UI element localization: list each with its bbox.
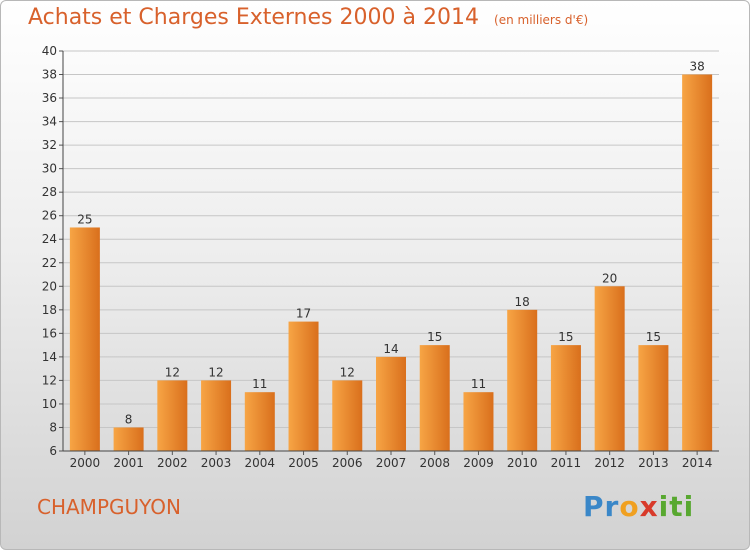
y-tick-label: 34 bbox=[42, 115, 57, 129]
logo-letter: t bbox=[669, 490, 684, 523]
x-tick-label-2014: 2014 bbox=[682, 456, 713, 470]
y-tick-label: 28 bbox=[42, 185, 57, 199]
axis-layer: 6 8 10 12 14 16 18 20 22 24 26 28 30 32 34 36 38 40 2000 20… bbox=[42, 44, 719, 470]
data-label-2013: 15 bbox=[646, 330, 661, 344]
y-tick-label: 14 bbox=[42, 350, 57, 364]
y-tick-label: 20 bbox=[42, 279, 57, 293]
y-tick-label: 40 bbox=[42, 44, 57, 58]
proxiti-logo: Proxiti bbox=[583, 490, 694, 523]
data-label-2005: 17 bbox=[296, 307, 311, 321]
data-label-2007: 14 bbox=[383, 342, 398, 356]
data-label-2010: 18 bbox=[515, 295, 530, 309]
x-tick-label-2007: 2007 bbox=[376, 456, 407, 470]
bar-2000 bbox=[69, 227, 100, 451]
data-label-2001: 8 bbox=[125, 412, 133, 426]
data-label-2004: 11 bbox=[252, 377, 267, 391]
y-tick-label: 24 bbox=[42, 232, 57, 246]
x-tick-label-2003: 2003 bbox=[201, 456, 232, 470]
data-label-2000: 25 bbox=[77, 212, 92, 226]
commune-name: CHAMPGUYON bbox=[37, 495, 181, 519]
x-tick-label-2004: 2004 bbox=[245, 456, 276, 470]
data-label-2006: 12 bbox=[340, 365, 355, 379]
bar-2008 bbox=[419, 345, 450, 451]
y-tick-label: 32 bbox=[42, 138, 57, 152]
data-label-2014: 38 bbox=[689, 60, 704, 74]
bar-2004 bbox=[244, 392, 275, 451]
data-label-2003: 12 bbox=[208, 365, 223, 379]
logo-letter: r bbox=[604, 490, 620, 523]
y-tick-label: 36 bbox=[42, 91, 57, 105]
bar-2007 bbox=[376, 356, 406, 451]
logo-letter: i bbox=[683, 490, 695, 523]
logo-letter: P bbox=[583, 490, 605, 523]
bar-2012 bbox=[594, 286, 625, 451]
y-tick-label: 12 bbox=[42, 373, 57, 387]
y-tick-label: 8 bbox=[49, 420, 57, 434]
bar-2011 bbox=[550, 345, 581, 451]
data-label-2008: 15 bbox=[427, 330, 442, 344]
x-tick-label-2006: 2006 bbox=[332, 456, 363, 470]
y-tick-label: 10 bbox=[42, 397, 57, 411]
logo-letter: o bbox=[619, 490, 640, 523]
chart-title-text: Achats et Charges Externes 2000 à 2014 bbox=[28, 5, 479, 30]
logo-letter: x bbox=[639, 490, 659, 523]
x-tick-label-2005: 2005 bbox=[288, 456, 319, 470]
y-tick-label: 30 bbox=[42, 162, 57, 176]
data-label-2009: 11 bbox=[471, 377, 486, 391]
chart-unit-note: (en milliers d'€) bbox=[494, 13, 589, 27]
x-tick-label-2013: 2013 bbox=[638, 456, 669, 470]
y-tick-label: 16 bbox=[42, 326, 57, 340]
x-tick-label-2002: 2002 bbox=[157, 456, 188, 470]
bar-2009 bbox=[463, 392, 494, 451]
y-tick-label: 26 bbox=[42, 209, 57, 223]
x-tick-label-2011: 2011 bbox=[551, 456, 582, 470]
y-tick-label: 22 bbox=[42, 256, 57, 270]
bars-layer: 25 8 12 12 11 17 12 14 15 11 18 15 20 15 38 bbox=[69, 60, 713, 451]
chart-title: Achats et Charges Externes 2000 à 2014 (… bbox=[28, 5, 588, 30]
bar-2002 bbox=[157, 380, 188, 451]
x-tick-label-2000: 2000 bbox=[70, 456, 101, 470]
logo-letter: i bbox=[658, 490, 670, 523]
x-tick-label-2001: 2001 bbox=[113, 456, 144, 470]
data-label-2002: 12 bbox=[165, 365, 180, 379]
x-tick-label-2012: 2012 bbox=[594, 456, 625, 470]
bar-2005 bbox=[288, 321, 319, 451]
x-tick-label-2010: 2010 bbox=[507, 456, 538, 470]
bar-2010 bbox=[507, 309, 538, 451]
x-tick-label-2009: 2009 bbox=[463, 456, 494, 470]
y-tick-label: 38 bbox=[42, 68, 57, 82]
y-tick-label: 18 bbox=[42, 303, 57, 317]
x-tick-label-2008: 2008 bbox=[419, 456, 450, 470]
bar-2001 bbox=[113, 427, 144, 451]
bar-2013 bbox=[638, 345, 669, 451]
bar-2003 bbox=[201, 380, 232, 451]
bar-2014 bbox=[682, 74, 713, 451]
bar-2006 bbox=[332, 380, 363, 451]
data-label-2011: 15 bbox=[558, 330, 573, 344]
y-tick-label: 6 bbox=[49, 444, 57, 458]
data-label-2012: 20 bbox=[602, 271, 617, 285]
